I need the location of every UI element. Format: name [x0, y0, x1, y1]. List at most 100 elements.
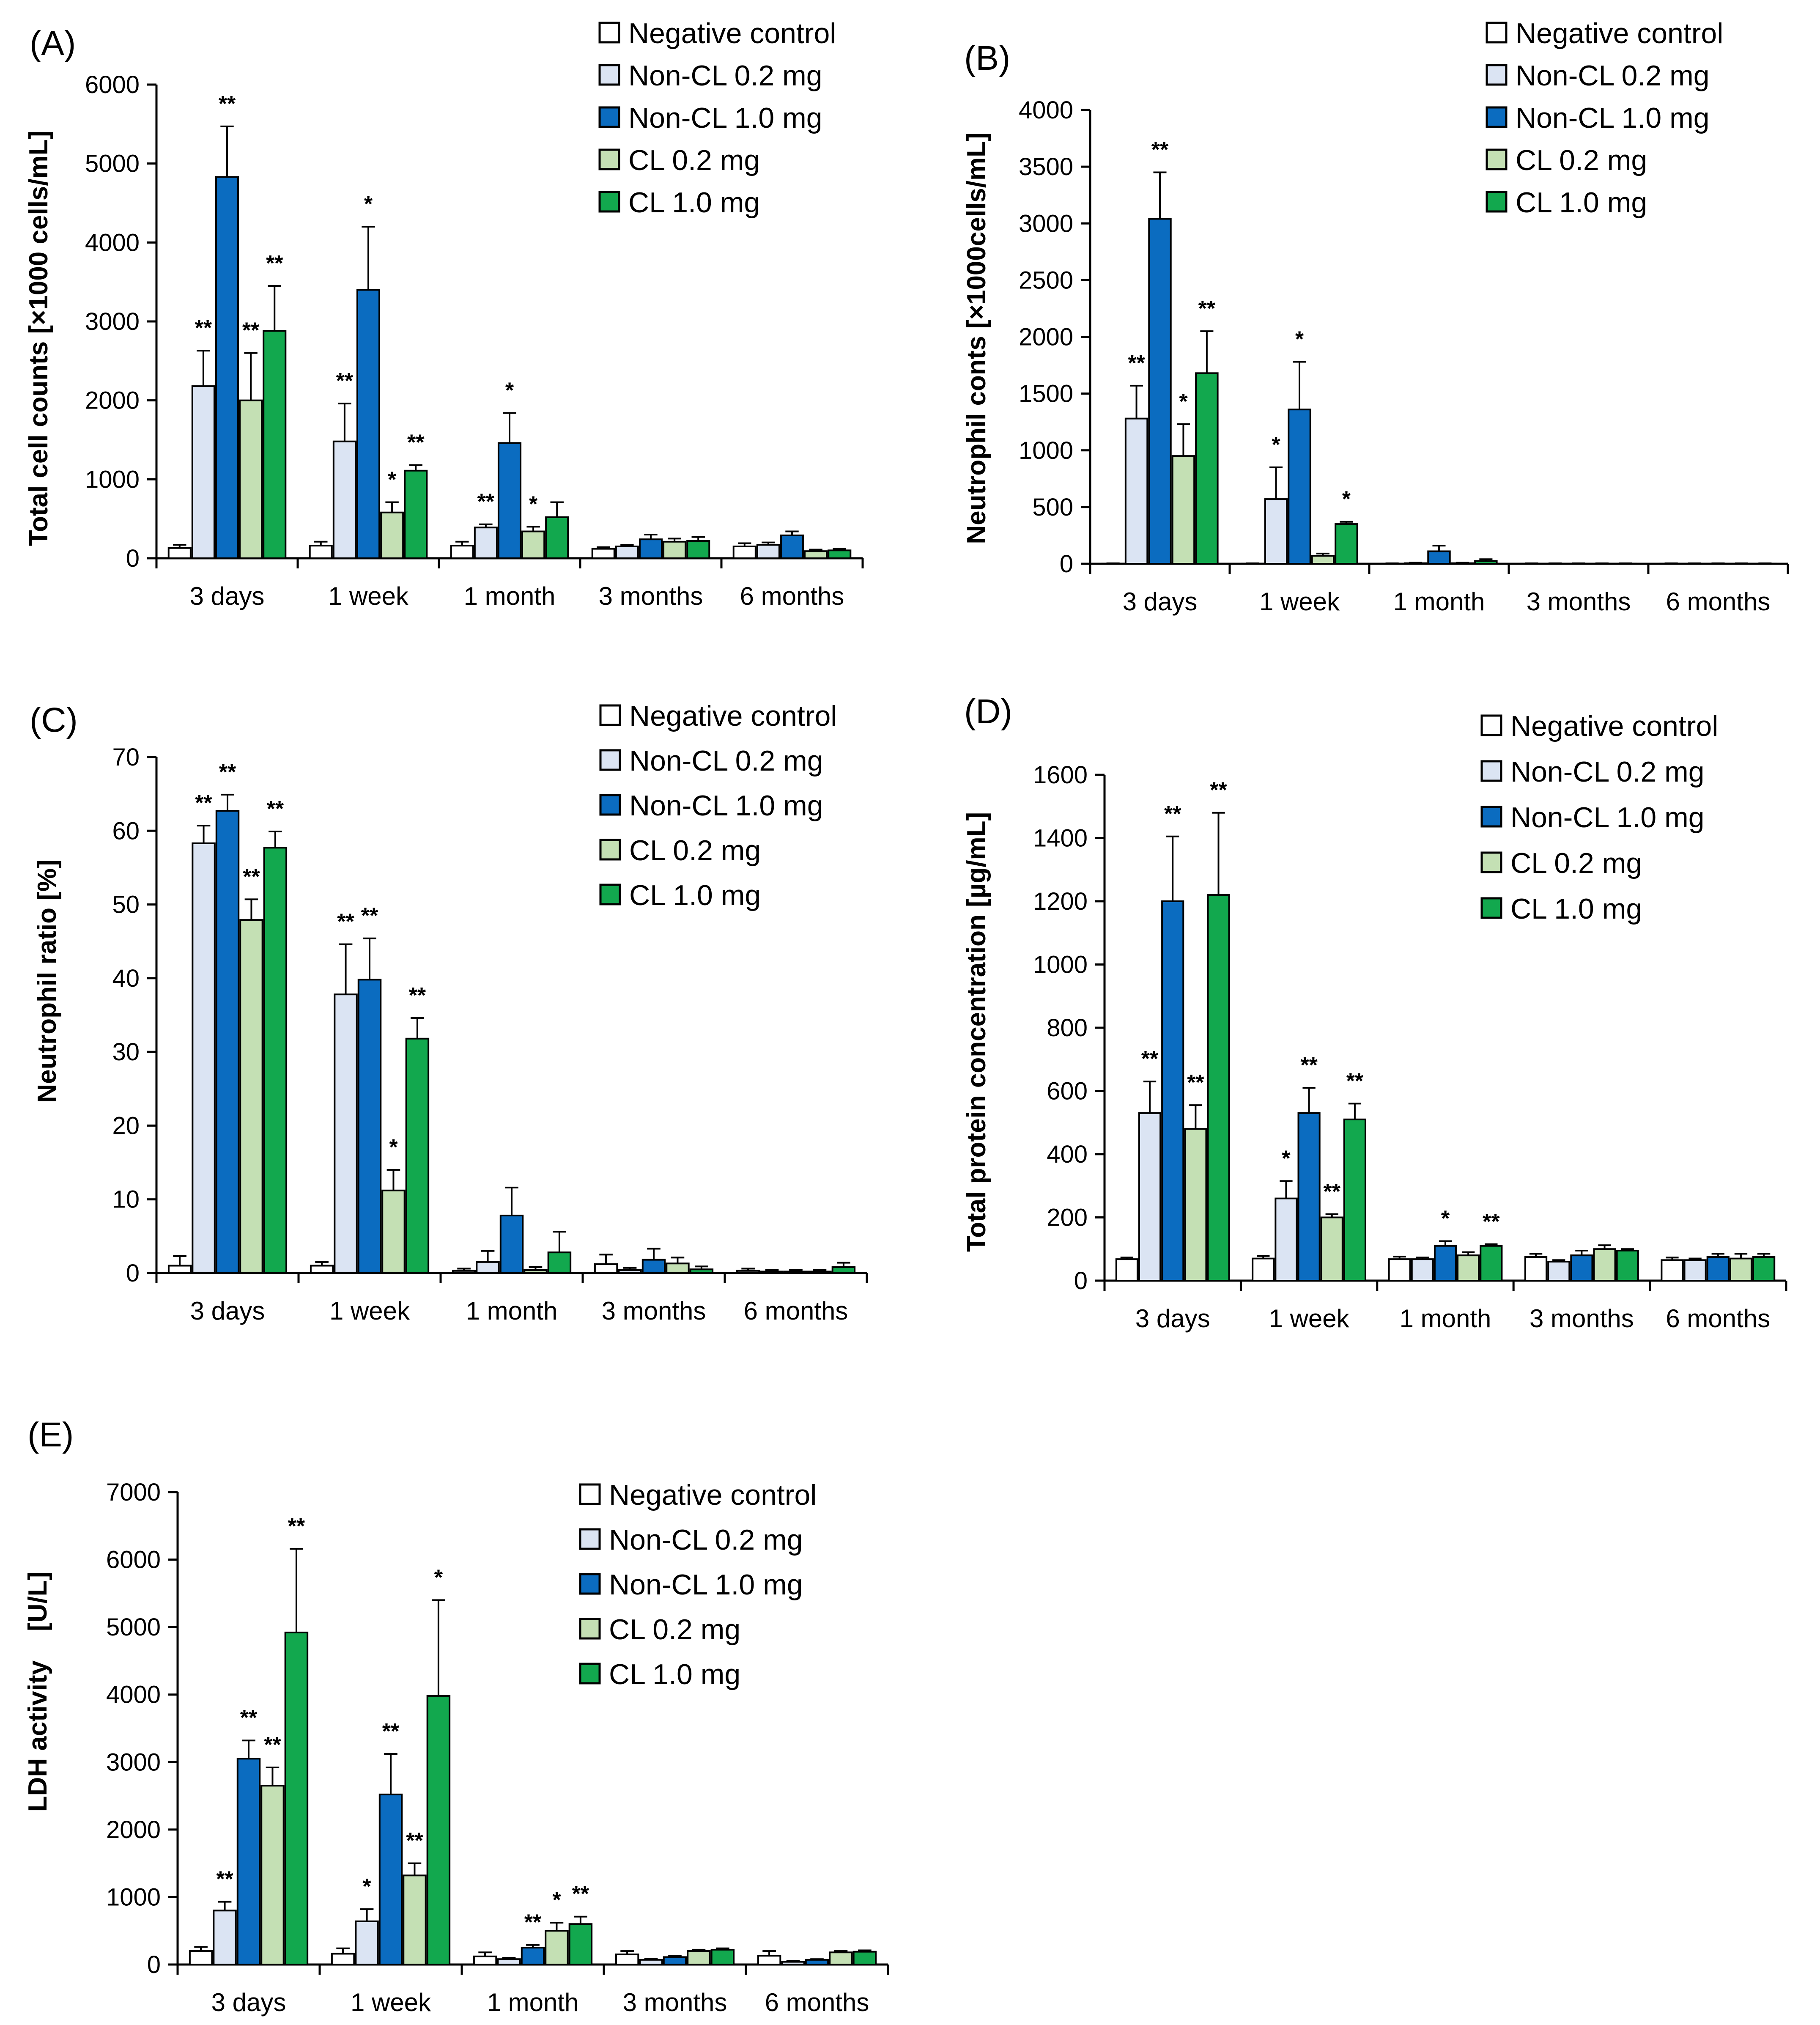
significance-label: * [1441, 1207, 1450, 1231]
y-tick-label: 0 [1060, 550, 1073, 578]
legend-label: Non-CL 1.0 mg [609, 1569, 803, 1601]
bar [239, 919, 263, 1274]
significance-label: ** [242, 318, 260, 343]
bar [1343, 1118, 1367, 1281]
legend-label: CL 1.0 mg [629, 879, 761, 911]
significance-label: * [505, 379, 514, 403]
legend-swatch [599, 884, 621, 905]
legend-label: CL 1.0 mg [628, 187, 760, 219]
bar [521, 1947, 545, 1965]
significance-label: ** [240, 1706, 258, 1730]
significance-label: ** [1141, 1047, 1159, 1071]
bar [1207, 894, 1230, 1282]
significance-label: * [529, 492, 538, 516]
legend-swatch [598, 191, 620, 213]
y-tick-label: 10 [112, 1186, 140, 1213]
bar [405, 1037, 430, 1274]
bar [309, 545, 333, 559]
significance-label: ** [1164, 802, 1181, 826]
legend-swatch [579, 1663, 601, 1685]
bar [805, 1959, 829, 1966]
bar [403, 1874, 427, 1966]
y-tick-label: 3500 [1019, 153, 1073, 181]
bar [215, 810, 240, 1274]
y-tick-label: 2000 [85, 387, 140, 414]
bar [521, 530, 545, 559]
y-tick-label: 30 [112, 1038, 140, 1066]
legend-swatch [598, 148, 620, 170]
significance-label: ** [219, 92, 236, 116]
bar [736, 1270, 760, 1274]
bar [639, 538, 663, 559]
bar [1547, 1261, 1571, 1281]
legend-label: Non-CL 0.2 mg [1510, 756, 1705, 788]
legend-label: Negative control [629, 700, 837, 732]
bar [639, 1959, 663, 1966]
bar [545, 1930, 569, 1966]
significance-label: ** [409, 983, 426, 1008]
x-category-label: 3 months [623, 1988, 727, 2017]
bar [239, 399, 263, 560]
bar [474, 527, 498, 559]
significance-label: ** [382, 1719, 400, 1744]
x-category-label: 1 month [466, 1297, 558, 1325]
significance-label: ** [243, 864, 260, 889]
x-category-label: 1 week [1269, 1304, 1350, 1333]
bar [804, 550, 828, 559]
significance-label: ** [1324, 1180, 1341, 1204]
y-tick-label: 7000 [106, 1479, 161, 1506]
significance-label: * [552, 1888, 561, 1912]
legend-label: Negative control [1516, 17, 1723, 49]
significance-label: * [1295, 327, 1304, 352]
bar [1593, 1248, 1616, 1281]
legend-swatch [599, 839, 621, 861]
bar [1388, 1258, 1411, 1281]
y-tick-label: 60 [112, 817, 140, 845]
y-tick-label: 2500 [1019, 266, 1073, 294]
bar [760, 1270, 784, 1274]
bar [828, 549, 852, 560]
panel-c: (C) Neutrophil ratio [%] 0 10 20 30 40 50 60 70… [30, 700, 868, 1325]
bar [1195, 372, 1219, 565]
y-tick-label: 3000 [1019, 210, 1073, 237]
significance-label: ** [336, 369, 354, 393]
significance-label: ** [337, 910, 354, 934]
bar [756, 544, 780, 560]
bar [732, 546, 757, 559]
legend-swatch [598, 22, 620, 44]
x-category-label: 3 days [211, 1988, 286, 2017]
y-tick-label: 500 [1032, 494, 1073, 521]
bar [236, 1758, 261, 1965]
bar [1411, 1258, 1434, 1281]
bar [687, 1950, 711, 1966]
x-category-label: 6 months [744, 1297, 848, 1325]
panel-a-plot: 0 1000 2000 3000 4000 5000 6000 3 days 1 week 1 m… [85, 71, 864, 610]
significance-label: * [389, 1135, 398, 1160]
legend-label: CL 1.0 mg [609, 1658, 740, 1690]
significance-label: ** [1483, 1210, 1500, 1234]
significance-label: * [388, 467, 397, 492]
significance-label: ** [361, 904, 378, 928]
bar [591, 548, 615, 559]
legend-swatch [1486, 106, 1508, 128]
panel-b: (B) Neutrophil conts [×1000cells/mL] 0 50… [962, 17, 1789, 616]
y-tick-label: 1500 [1019, 380, 1073, 408]
bar [1616, 1249, 1639, 1282]
bar [686, 540, 710, 560]
legend-label: Negative control [628, 17, 836, 49]
bar [689, 1268, 714, 1274]
bar [355, 1920, 379, 1966]
legend-label: Non-CL 0.2 mg [1516, 60, 1710, 92]
x-category-label: 1 month [1400, 1304, 1491, 1333]
y-tick-label: 20 [112, 1112, 140, 1139]
bar [784, 1270, 808, 1274]
bar [1275, 1197, 1298, 1281]
panel-e-legend: Negative control Non-CL 0.2 mg Non-CL 1.… [579, 1479, 817, 1690]
significance-label: ** [216, 1867, 233, 1892]
y-tick-label: 800 [1047, 1014, 1088, 1042]
x-category-label: 6 months [740, 582, 844, 610]
x-category-label: 6 months [1666, 1304, 1770, 1333]
y-tick-label: 4000 [106, 1681, 161, 1709]
bar [1480, 1245, 1503, 1281]
